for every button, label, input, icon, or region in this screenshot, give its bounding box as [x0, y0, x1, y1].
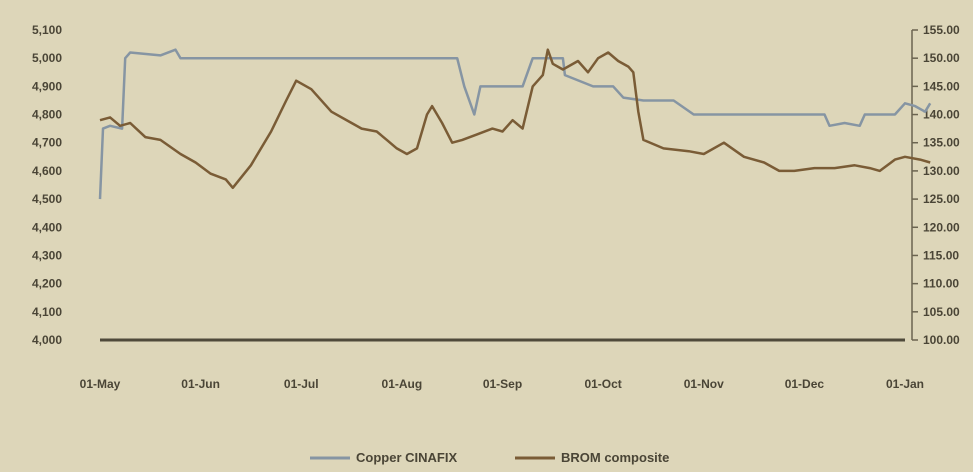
- y-left-tick-label: 4,000: [32, 333, 62, 347]
- x-tick-label: 01-Jun: [181, 377, 220, 391]
- y-left-tick-label: 4,200: [32, 277, 62, 291]
- y-right-tick-label: 155.00: [923, 23, 960, 37]
- y-right-tick-label: 100.00: [923, 333, 960, 347]
- series-line-copper: [98, 48, 932, 200]
- y-right-tick-label: 130.00: [923, 164, 960, 178]
- y-right-tick-label: 135.00: [923, 136, 960, 150]
- x-tick-label: 01-May: [80, 377, 121, 391]
- y-right-tick-label: 140.00: [923, 108, 960, 122]
- series-line-brom: [99, 48, 931, 190]
- y-left-tick-label: 4,300: [32, 248, 62, 262]
- y-right-tick-label: 120.00: [923, 220, 960, 234]
- y-left-tick-label: 5,000: [32, 51, 62, 65]
- x-axis: 01-May 01-Jun 01-Jul 01-Aug 01-Sep 01-Oct 01-N…: [80, 377, 924, 391]
- y-right-tick-label: 150.00: [923, 51, 960, 65]
- legend: Copper CINAFIX BROM composite: [310, 450, 669, 465]
- y-right-tick-label: 105.00: [923, 305, 960, 319]
- series-group: [98, 48, 932, 200]
- y-left-tick-label: 4,500: [32, 192, 62, 206]
- y-right-axis: 100.00 105.00 110.00 115.00 120.00 125.00 130.…: [911, 23, 960, 347]
- y-left-tick-label: 4,800: [32, 108, 62, 122]
- y-left-tick-label: 4,700: [32, 136, 62, 150]
- x-tick-label: 01-Jan: [886, 377, 924, 391]
- x-tick-label: 01-Oct: [584, 377, 621, 391]
- y-right-tick-label: 110.00: [923, 277, 959, 291]
- x-tick-label: 01-Aug: [382, 377, 423, 391]
- y-left-tick-label: 4,400: [32, 220, 62, 234]
- x-tick-label: 01-Nov: [684, 377, 724, 391]
- y-left-tick-label: 4,600: [32, 164, 62, 178]
- legend-label: BROM composite: [561, 450, 669, 465]
- y-left-axis: 4,000 4,100 4,200 4,300 4,400 4,500 4,600 4,700…: [32, 23, 62, 347]
- legend-label: Copper CINAFIX: [356, 450, 457, 465]
- x-tick-label: 01-Sep: [483, 377, 522, 391]
- y-left-tick-label: 4,100: [32, 305, 62, 319]
- y-right-tick-label: 125.00: [923, 192, 960, 206]
- y-left-tick-label: 4,900: [32, 79, 62, 93]
- y-left-tick-label: 5,100: [32, 23, 62, 37]
- x-tick-label: 01-Dec: [785, 377, 825, 391]
- y-right-tick-label: 115.00: [923, 248, 959, 262]
- x-tick-label: 01-Jul: [284, 377, 319, 391]
- y-right-tick-label: 145.00: [923, 79, 960, 93]
